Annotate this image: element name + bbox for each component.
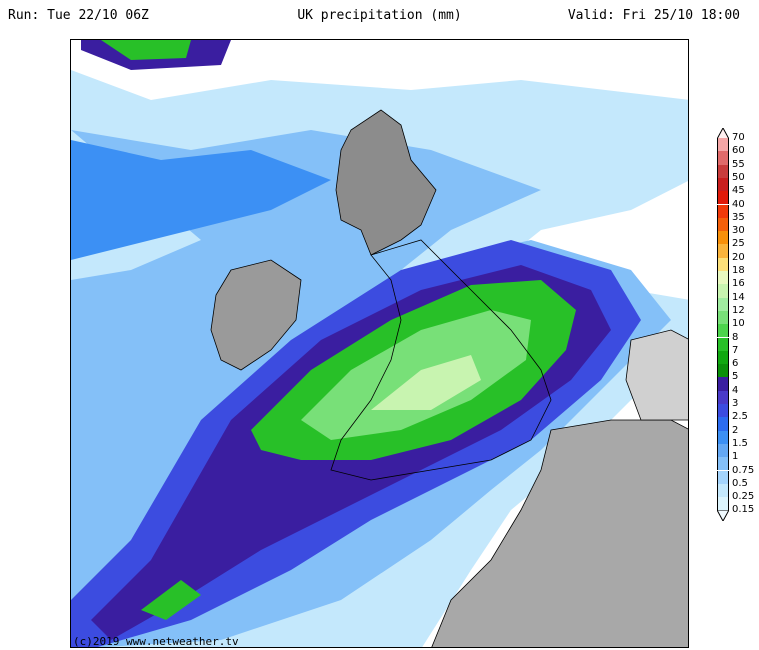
legend-swatch	[717, 191, 729, 205]
map-credit: (c)2019 www.netweather.tv	[73, 635, 239, 648]
legend-swatch	[717, 377, 729, 391]
legend-label: 25	[732, 238, 745, 250]
legend-top-arrow	[717, 128, 729, 139]
legend-swatch	[717, 430, 729, 444]
legend-label: 40	[732, 198, 745, 210]
land-ireland	[210, 259, 302, 371]
legend-swatch	[717, 443, 729, 458]
legend-label: 7	[732, 344, 739, 356]
legend-label: 8	[732, 331, 739, 343]
land-england-outline	[330, 239, 552, 481]
legend-swatch	[717, 337, 729, 351]
legend-label: 35	[732, 211, 745, 223]
legend-swatch	[717, 390, 729, 404]
legend-swatch	[717, 177, 729, 192]
valid-time-label: Valid: Fri 25/10 18:00	[567, 8, 740, 23]
legend-bottom-arrow	[717, 510, 729, 522]
legend-label: 20	[732, 251, 745, 263]
legend-swatch	[717, 164, 729, 178]
legend-swatch	[717, 470, 729, 484]
legend-label: 4	[732, 384, 739, 396]
precip-band-mid	[71, 140, 331, 260]
legend-swatch	[717, 310, 729, 325]
legend-label: 0.75	[732, 464, 755, 476]
legend-swatch	[717, 204, 729, 218]
legend-label: 1.5	[732, 437, 748, 449]
legend-label: 16	[732, 278, 745, 290]
legend-label: 70	[732, 132, 745, 143]
map-title: UK precipitation (mm)	[297, 8, 462, 23]
legend-label: 0.5	[732, 477, 748, 489]
legend-label: 0.25	[732, 491, 755, 503]
precip-band-sw-green	[141, 580, 201, 620]
legend-swatch	[717, 483, 729, 498]
legend-label: 2.5	[732, 411, 748, 423]
legend-label: 0.15	[732, 504, 755, 516]
run-time-label: Run: Tue 22/10 06Z	[8, 8, 149, 23]
legend-swatch	[717, 257, 729, 271]
legend-swatch	[717, 497, 729, 511]
legend-swatch	[717, 457, 729, 471]
precipitation-map-svg: (c)2019 www.netweather.tv	[71, 40, 688, 648]
legend-label: 45	[732, 185, 745, 197]
legend-swatch	[717, 217, 729, 232]
legend-swatch	[717, 297, 729, 311]
precip-band-palegreen	[371, 355, 481, 410]
legend-label: 1	[732, 451, 739, 463]
legend-label: 50	[732, 171, 745, 183]
legend-label: 3	[732, 398, 739, 409]
legend-swatch	[717, 404, 729, 418]
legend-swatch	[717, 244, 729, 258]
precipitation-map: (c)2019 www.netweather.tv	[70, 39, 689, 648]
legend-swatch	[717, 364, 729, 378]
legend-swatch	[717, 138, 729, 152]
legend-label: 5	[732, 371, 739, 383]
legend-label: 14	[732, 291, 745, 303]
legend-label: 18	[732, 265, 745, 276]
legend-swatch	[717, 417, 729, 431]
precip-band-north-green	[101, 40, 191, 60]
legend-swatch	[717, 324, 729, 338]
legend-label: 12	[732, 304, 745, 316]
legend-label: 6	[732, 358, 739, 370]
land-netherlands	[625, 329, 688, 421]
precipitation-legend: 70 60 55 50 45 40 35 30 25 20 18 16 14 12 10 8 7 6 5 4 3 2.5 2…	[717, 128, 757, 522]
legend-label: 55	[732, 158, 745, 170]
legend-label: 2	[732, 424, 739, 436]
legend-label: 30	[732, 225, 745, 237]
legend-swatch	[717, 231, 729, 245]
legend-swatch	[717, 284, 729, 298]
land-scotland	[335, 109, 437, 256]
legend-swatch	[717, 350, 729, 365]
legend-label: 10	[732, 318, 745, 330]
legend-swatch	[717, 271, 729, 285]
legend-label: 60	[732, 145, 745, 157]
legend-swatch	[717, 151, 729, 165]
